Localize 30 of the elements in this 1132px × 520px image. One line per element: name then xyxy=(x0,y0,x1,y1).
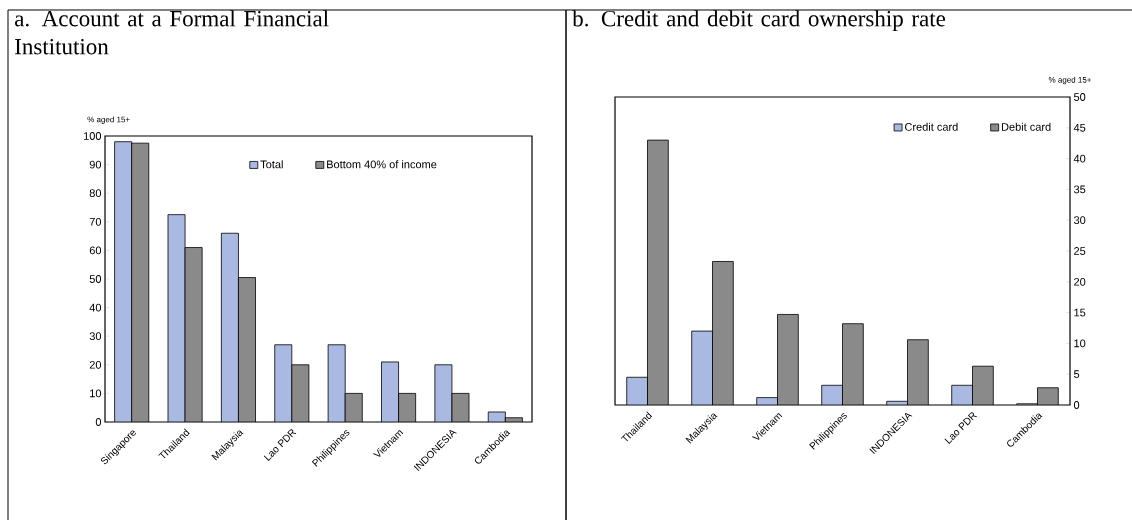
y-tick-label: 40 xyxy=(1073,154,1086,163)
y-tick-label: 0 xyxy=(95,418,102,426)
y-tick-label: 5 xyxy=(1073,370,1080,379)
y-tick-label: 70 xyxy=(89,217,102,226)
y-tick-label: 50 xyxy=(1073,93,1086,101)
chart-title: b. Credit and debit card ownership rate xyxy=(572,10,946,32)
y-axis-title: % aged 15+ xyxy=(1048,76,1092,85)
legend-label: Bottom 40% of income xyxy=(327,160,437,169)
y-tick-label: 45 xyxy=(1073,123,1086,132)
y-tick-label: 20 xyxy=(89,360,102,369)
legend-label: Debit card xyxy=(1001,122,1051,131)
y-tick-label: 90 xyxy=(89,160,102,169)
y-tick-label: 15 xyxy=(1074,308,1086,317)
y-tick-label: 35 xyxy=(1073,185,1086,194)
y-tick-label: 10 xyxy=(1074,339,1086,348)
y-axis-title: % aged 15+ xyxy=(87,116,130,124)
y-tick-label: 10 xyxy=(90,389,102,398)
y-tick-label: 80 xyxy=(89,189,102,198)
chart-title: a. Account at a Formal Financial Institution xyxy=(15,10,329,55)
legend-label: Credit card xyxy=(905,122,958,131)
y-tick-label: 25 xyxy=(1074,247,1086,255)
y-tick-label: 40 xyxy=(89,303,102,312)
y-tick-label: 30 xyxy=(89,332,102,341)
legend-label: Total xyxy=(260,160,283,169)
y-tick-label: 100 xyxy=(83,132,102,140)
y-tick-label: 50 xyxy=(89,275,102,283)
y-tick-label: 0 xyxy=(1073,401,1080,409)
y-tick-label: 60 xyxy=(89,246,102,255)
y-tick-label: 20 xyxy=(1074,277,1086,286)
y-tick-label: 30 xyxy=(1073,216,1086,225)
